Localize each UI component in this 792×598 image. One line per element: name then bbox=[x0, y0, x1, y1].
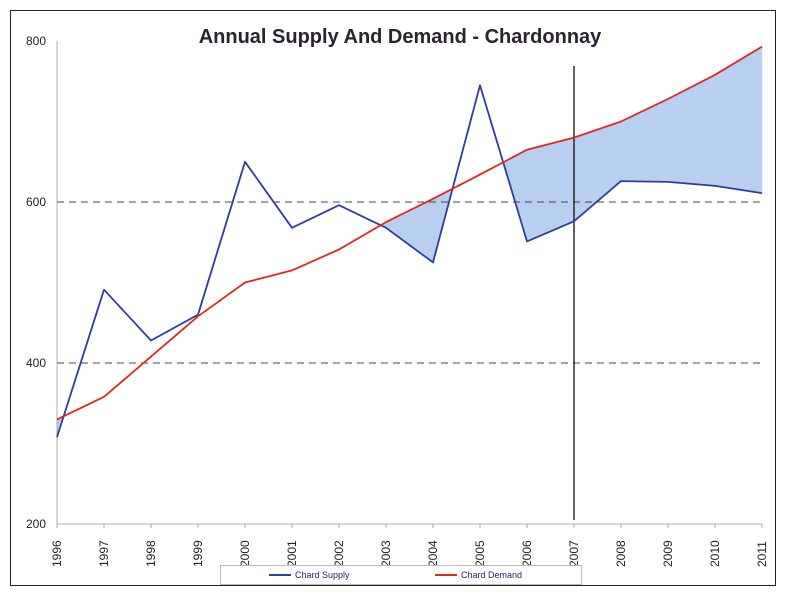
shortfall-area bbox=[714, 46, 763, 194]
x-tick-label: 1998 bbox=[144, 540, 158, 567]
legend: Chard Supply Chard Demand bbox=[220, 565, 582, 585]
legend-item-demand: Chard Demand bbox=[435, 570, 522, 580]
x-tick-label: 1999 bbox=[191, 540, 205, 567]
shortfall-area bbox=[573, 121, 622, 222]
series-line-demand bbox=[56, 45, 763, 421]
x-tick-label: 2008 bbox=[614, 540, 628, 567]
x-tick-label: 2010 bbox=[708, 540, 722, 567]
y-tick-label: 200 bbox=[26, 517, 46, 531]
x-tick-label: 2005 bbox=[473, 540, 487, 567]
series-line-supply bbox=[56, 84, 763, 438]
series-layer bbox=[56, 45, 763, 438]
y-tick-label: 800 bbox=[26, 34, 46, 48]
legend-label-demand: Chard Demand bbox=[461, 570, 523, 580]
shortfall-area bbox=[526, 137, 575, 242]
legend-swatch-demand bbox=[435, 574, 457, 576]
x-tick-label: 2004 bbox=[426, 540, 440, 567]
x-tick-label: 2003 bbox=[379, 540, 393, 567]
legend-item-supply: Chard Supply bbox=[269, 570, 350, 580]
x-tick-label: 2011 bbox=[755, 541, 769, 567]
x-tick-label: 2000 bbox=[238, 540, 252, 567]
x-tick-label: 2002 bbox=[332, 540, 346, 567]
y-tick-label: 600 bbox=[26, 195, 46, 209]
gridlines-layer bbox=[57, 201, 762, 364]
shortfall-area bbox=[385, 198, 434, 263]
tick-labels-layer: 200 400 600 800 1996 1997 1998 1999 2000 2001 2002… bbox=[26, 34, 769, 567]
shortfall-area bbox=[667, 74, 716, 187]
chart-title: Annual Supply And Demand - Chardonnay bbox=[198, 26, 602, 48]
x-tick-label: 2007 bbox=[567, 540, 581, 567]
axes-layer bbox=[56, 41, 763, 528]
y-tick-label: 400 bbox=[26, 356, 46, 370]
x-tick-label: 2006 bbox=[520, 540, 534, 567]
x-tick-label: 2001 bbox=[285, 540, 299, 567]
x-tick-label: 2009 bbox=[661, 540, 675, 567]
chart-frame bbox=[10, 10, 776, 586]
legend-swatch-supply bbox=[269, 574, 291, 576]
x-tick-label: 1997 bbox=[97, 540, 111, 567]
shortfall-area bbox=[620, 98, 669, 183]
legend-label-supply: Chard Supply bbox=[295, 570, 350, 580]
x-tick-label: 1996 bbox=[50, 540, 64, 567]
